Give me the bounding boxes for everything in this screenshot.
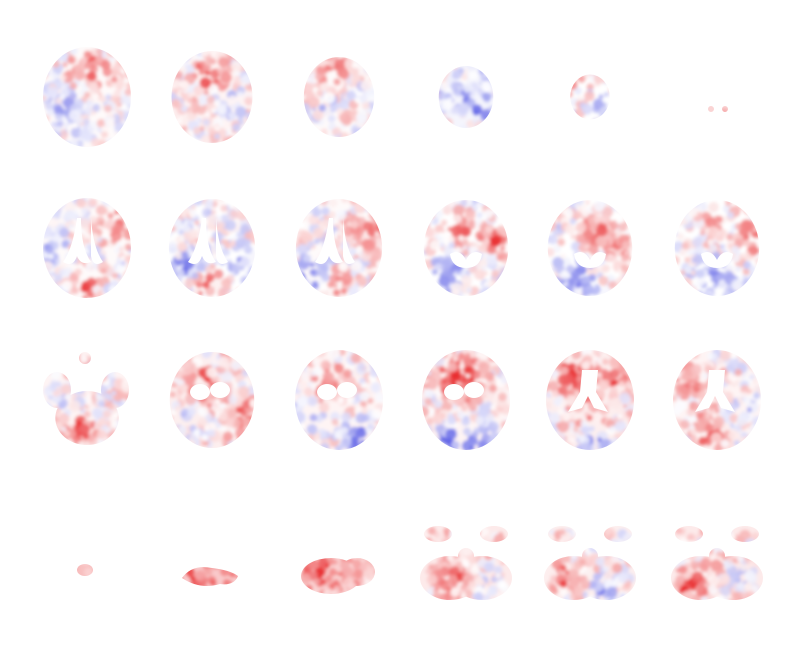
slice-r4-c6	[671, 526, 763, 600]
slice-r4-c5	[544, 526, 636, 600]
slice-r3-c6	[673, 350, 761, 450]
slice-r1-c2	[171, 51, 253, 143]
slice-r3-c4	[422, 350, 510, 450]
slice-r1-c1	[43, 47, 131, 147]
slice-r3-c5	[546, 350, 634, 450]
slice-r2-c4	[423, 200, 509, 296]
slice-r3-c1	[43, 352, 129, 445]
slice-r4-c1	[77, 564, 93, 576]
slice-r1-c5	[570, 74, 610, 120]
slice-r3-c2	[169, 352, 255, 448]
slice-r2-c2	[168, 199, 256, 297]
slice-r2-c1	[43, 198, 131, 298]
slice-r2-c5	[547, 200, 633, 296]
slice-r3-c3	[295, 350, 383, 450]
slice-r4-c4	[420, 526, 512, 600]
slice-r1-c4	[438, 66, 494, 128]
slice-r2-c6	[674, 200, 760, 296]
slice-r1-c3	[303, 57, 375, 137]
slice-r4-c2	[182, 567, 238, 586]
slice-r4-c3	[301, 558, 375, 594]
slice-r2-c3	[295, 199, 383, 297]
slice-r1-c6	[708, 106, 728, 112]
